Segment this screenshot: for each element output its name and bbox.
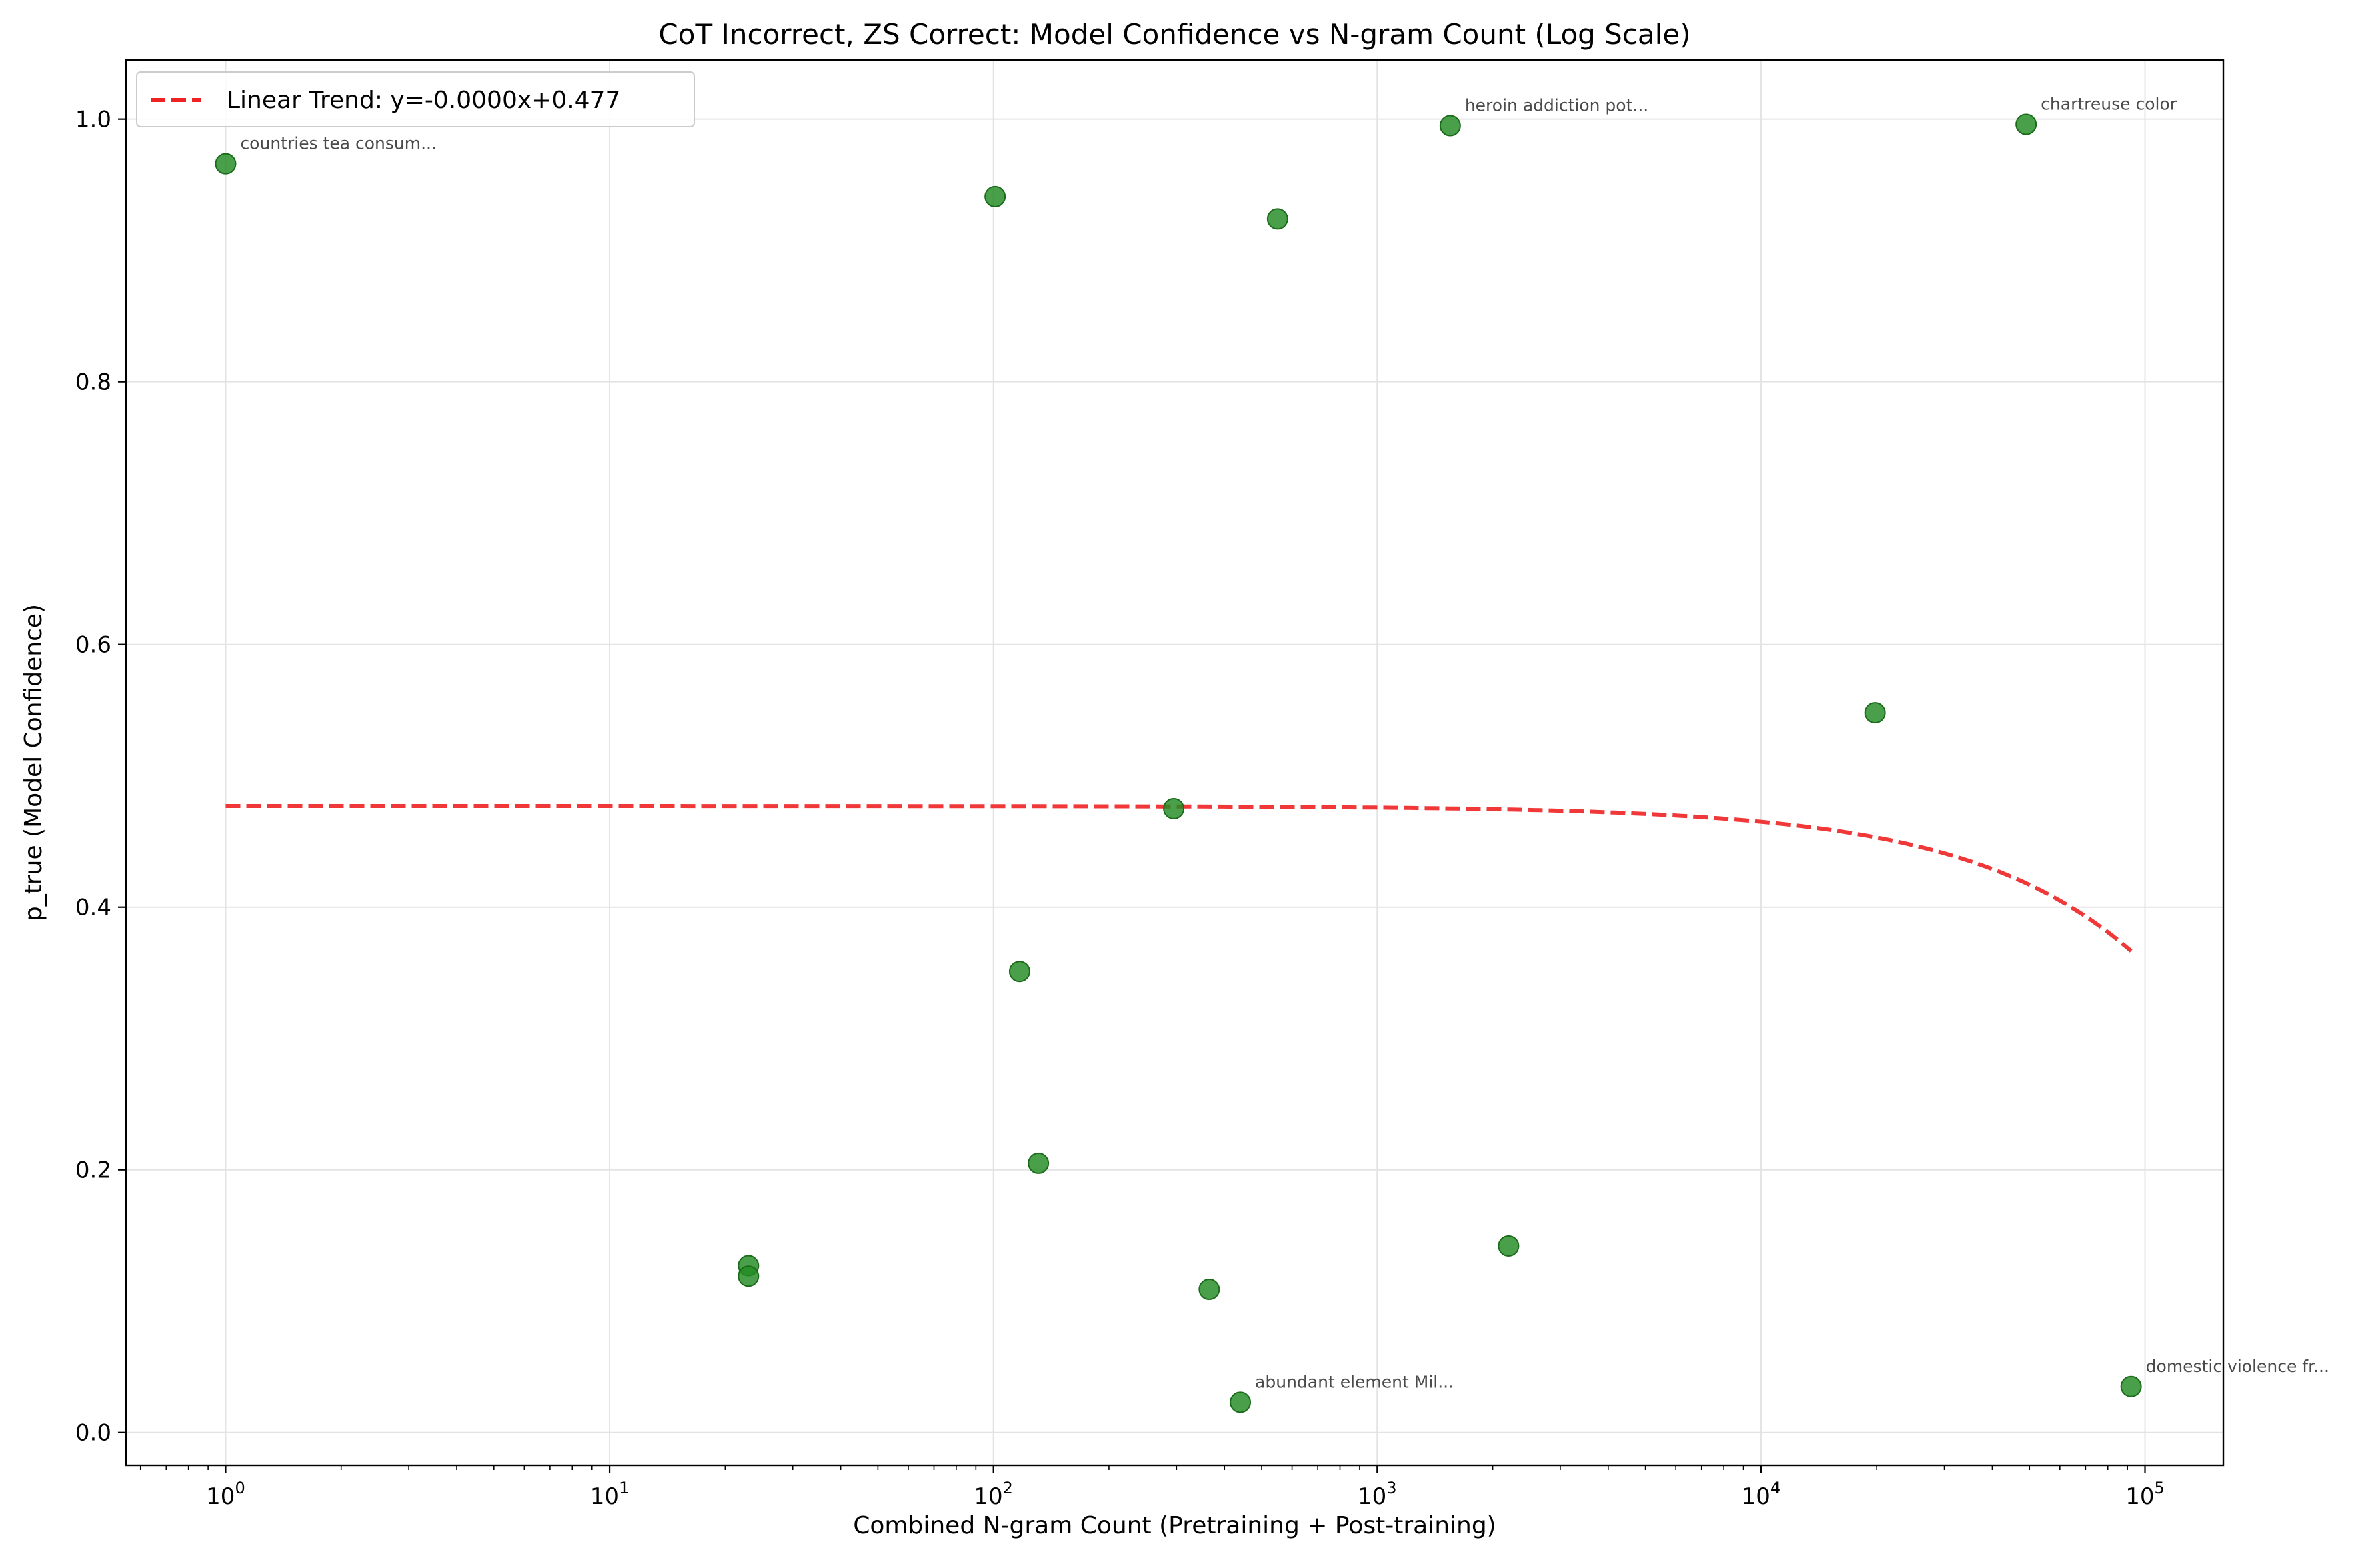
data-point [1028,1152,1050,1174]
data-point [1864,702,1886,724]
x-tick-label-base: 10 [1742,1483,1770,1510]
legend-entry-linear-trend: Linear Trend: y=-0.0000x+0.477 [227,87,620,114]
x-axis: 100 101 102 103 104 105 [139,1465,2165,1510]
plot-frame [125,59,2225,1467]
legend: Linear Trend: y=-0.0000x+0.477 [136,71,695,127]
point-annotation: countries tea consum... [240,134,437,153]
y-tick-label: 0.4 [75,895,111,921]
y-axis: 0.0 0.2 0.4 0.6 0.8 1.0 [75,107,126,1447]
data-point [2120,1375,2142,1397]
data-point [1266,208,1288,230]
data-point [1008,961,1030,983]
y-axis-label: p_true (Model Confidence) [20,604,47,921]
x-tick-label-exponent: 5 [2154,1479,2164,1497]
x-tick-label: 100 [206,1479,245,1510]
x-tick-label: 101 [590,1479,630,1510]
x-tick-label: 105 [2125,1479,2165,1510]
y-tick-label: 0.8 [75,369,111,396]
x-tick-label-base: 10 [2125,1483,2154,1510]
x-tick-label-exponent: 4 [1770,1479,1781,1497]
x-tick-label-base: 10 [206,1483,235,1510]
x-tick-label: 103 [1358,1479,1397,1510]
data-point [1230,1391,1252,1413]
data-point [984,185,1006,207]
x-tick-label-exponent: 0 [235,1479,245,1497]
data-point [1163,797,1185,819]
y-tick-label: 0.6 [75,632,111,659]
point-annotation: abundant element Mil... [1255,1372,1454,1391]
legend-box [136,71,695,127]
y-tick-label: 0.0 [75,1420,111,1447]
data-point [2015,113,2037,135]
point-annotation: heroin addiction pot... [1465,96,1648,115]
y-tick-label: 1.0 [75,107,111,133]
x-tick-label-exponent: 2 [1003,1479,1013,1497]
y-tick-label: 0.2 [75,1157,111,1184]
data-point [215,153,237,175]
data-point [1439,115,1461,137]
chart-title: CoT Incorrect, ZS Correct: Model Confide… [658,18,1690,51]
x-tick-label-base: 10 [590,1483,619,1510]
data-points [215,113,2142,1413]
x-tick-label: 102 [974,1479,1013,1510]
annotations: countries tea consum... heroin addiction … [240,95,2329,1392]
data-point [738,1265,760,1287]
x-tick-label-exponent: 1 [619,1479,629,1497]
data-point [1198,1279,1220,1301]
x-tick-label-exponent: 3 [1386,1479,1396,1497]
point-annotation: chartreuse color [2041,95,2177,114]
x-tick-label: 104 [1742,1479,1781,1510]
x-tick-label-base: 10 [974,1483,1002,1510]
data-point [1498,1235,1520,1257]
x-tick-label-base: 10 [1358,1483,1386,1510]
point-annotation: domestic violence fr... [2146,1357,2329,1376]
x-axis-label: Combined N-gram Count (Pretraining + Pos… [853,1512,1496,1539]
